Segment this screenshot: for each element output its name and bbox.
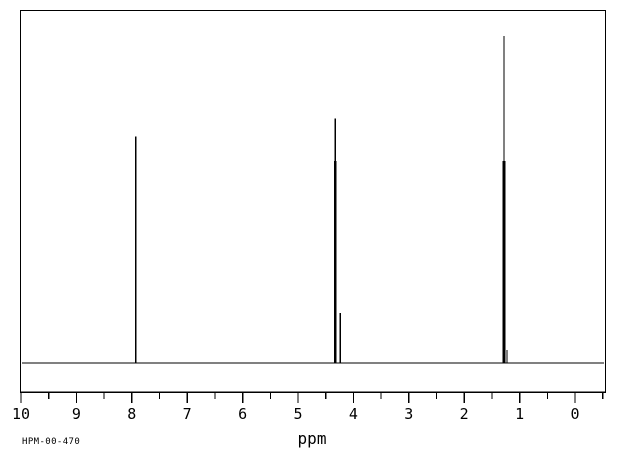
tick-label-10: 10 bbox=[12, 405, 30, 423]
x-axis-title: ppm bbox=[298, 429, 327, 448]
sample-id-label: HPM-00-470 bbox=[22, 437, 80, 447]
peak-group bbox=[135, 36, 508, 363]
spectrum-trace bbox=[22, 36, 604, 364]
tick-label-1: 1 bbox=[515, 405, 524, 423]
tick-label-3: 3 bbox=[404, 405, 413, 423]
x-axis: 10 9 8 7 6 5 4 3 2 1 0 bbox=[12, 391, 605, 423]
tick-label-4: 4 bbox=[349, 405, 358, 423]
tick-label-7: 7 bbox=[183, 405, 192, 423]
x-axis-tick-labels: 10 9 8 7 6 5 4 3 2 1 0 bbox=[12, 405, 580, 423]
tick-label-8: 8 bbox=[127, 405, 136, 423]
x-axis-ticks bbox=[20, 392, 604, 403]
tick-label-9: 9 bbox=[72, 405, 81, 423]
tick-label-2: 2 bbox=[460, 405, 469, 423]
tick-label-5: 5 bbox=[293, 405, 302, 423]
tick-label-0: 0 bbox=[570, 405, 579, 423]
tick-label-6: 6 bbox=[238, 405, 247, 423]
plot-frame bbox=[19, 9, 607, 394]
